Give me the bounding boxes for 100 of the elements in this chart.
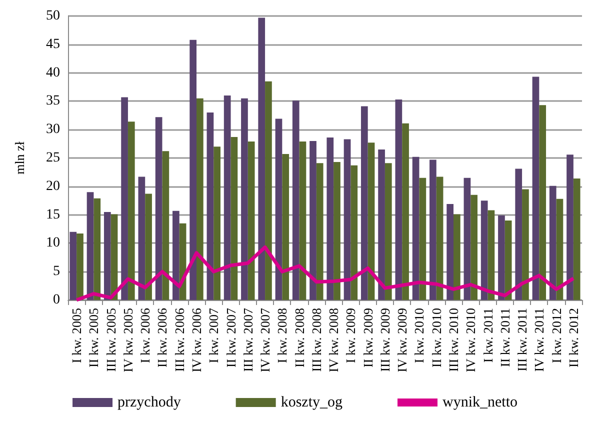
bar: [549, 186, 556, 300]
x-tick-label: II kw. 2011: [497, 308, 512, 367]
bar: [162, 151, 170, 300]
bar: [334, 162, 340, 300]
y-tick-label: 0: [53, 292, 60, 308]
bar: [196, 98, 204, 300]
bar: [419, 178, 426, 300]
bar: [350, 165, 358, 300]
bar: [344, 139, 351, 300]
bar: [532, 76, 540, 300]
bar: [470, 194, 478, 300]
x-tick-label: I kw. 2007: [206, 308, 222, 364]
x-tick-label: I kw. 2012: [548, 308, 564, 364]
bar: [190, 40, 196, 300]
bar: [206, 112, 214, 300]
y-tick-label: 40: [46, 65, 60, 80]
legend-label: wynik_netto: [442, 394, 518, 410]
x-tick-label: II kw. 2012: [566, 308, 581, 368]
bar: [145, 194, 152, 300]
bar: [248, 142, 255, 300]
y-tick-label: 35: [46, 94, 60, 109]
bar: [86, 192, 94, 300]
bar: [378, 149, 385, 300]
bar: [275, 118, 282, 300]
bar: [94, 198, 101, 300]
x-tick-label: IV kw. 2010: [463, 308, 478, 372]
y-tick-label: 10: [46, 236, 60, 251]
bar: [155, 117, 162, 300]
y-axis-title: mln zł: [12, 141, 27, 174]
bar: [128, 122, 135, 300]
bar: [480, 200, 488, 300]
bar: [412, 156, 420, 300]
bar: [316, 163, 324, 300]
bar: [310, 140, 316, 300]
x-tick-label: I kw. 2011: [480, 308, 496, 363]
bar: [566, 154, 574, 300]
x-tick-label: III kw. 2010: [446, 308, 461, 372]
x-tick-label: IV kw. 2008: [326, 308, 342, 372]
bar: [70, 232, 77, 300]
bar: [121, 97, 128, 300]
x-tick-label: I kw. 2009: [343, 308, 358, 364]
x-tick-label: II kw. 2007: [223, 308, 238, 368]
y-tick-label: 5: [53, 264, 60, 280]
legend-label: koszty_og: [280, 394, 343, 410]
bar: [384, 163, 392, 300]
x-tick-label: II kw. 2009: [360, 308, 376, 368]
y-tick-label: 15: [46, 207, 60, 222]
bar: [172, 210, 180, 300]
x-tick-label: III kw. 2009: [377, 308, 392, 372]
x-tick-label: II kw. 2006: [154, 308, 170, 368]
line-series: [74, 245, 576, 302]
x-tick-label: I kw. 2006: [138, 308, 153, 364]
bar: [299, 142, 306, 300]
x-tick-label: III kw. 2007: [240, 308, 256, 372]
x-tick-label: IV kw. 2007: [258, 308, 273, 372]
bar: [522, 189, 529, 300]
x-tick-label: III kw. 2008: [308, 308, 324, 372]
bar: [241, 98, 248, 300]
bar: [402, 123, 409, 300]
bar: [504, 220, 512, 300]
y-tick-label: 45: [46, 36, 60, 52]
bar: [446, 204, 454, 300]
bar: [464, 178, 471, 300]
bar: [292, 100, 300, 300]
x-tick-label: I kw. 2008: [274, 308, 290, 364]
x-tick-label: III kw. 2005: [103, 308, 118, 372]
bar: [104, 212, 111, 300]
x-tick-label: I kw. 2005: [69, 308, 84, 364]
bar: [539, 105, 546, 300]
bar: [430, 160, 436, 300]
y-tick-label: 30: [46, 122, 60, 138]
y-tick-label: 50: [46, 8, 60, 24]
bar: [360, 106, 368, 300]
y-tick-label: 20: [46, 178, 60, 194]
bar: [326, 138, 334, 300]
x-tick-label: II kw. 2008: [292, 308, 307, 368]
bar: [436, 176, 444, 300]
bar: [138, 176, 146, 300]
bar: [573, 178, 580, 300]
x-tick-label: III kw. 2011: [514, 308, 530, 372]
bar: [265, 81, 272, 300]
x-tick-label: IV kw. 2006: [189, 308, 204, 372]
x-tick-label: II kw. 2005: [86, 308, 102, 368]
bar: [488, 210, 495, 300]
bar: [515, 168, 522, 300]
bar: [454, 214, 460, 300]
x-tick-label: II kw. 2010: [428, 308, 444, 368]
bar: [214, 146, 220, 300]
x-tick-label: IV kw. 2011: [532, 308, 547, 372]
bar: [76, 234, 84, 300]
bar: [556, 198, 564, 300]
x-tick-label: IV kw. 2005: [120, 308, 136, 372]
bar: [368, 142, 375, 300]
bar: [282, 154, 290, 300]
legend-label: przychody: [118, 394, 182, 410]
bar: [395, 99, 402, 300]
x-tick-label: III kw. 2006: [172, 308, 187, 372]
y-tick-label: 25: [46, 150, 60, 166]
bar: [230, 136, 238, 300]
bar: [498, 215, 505, 300]
